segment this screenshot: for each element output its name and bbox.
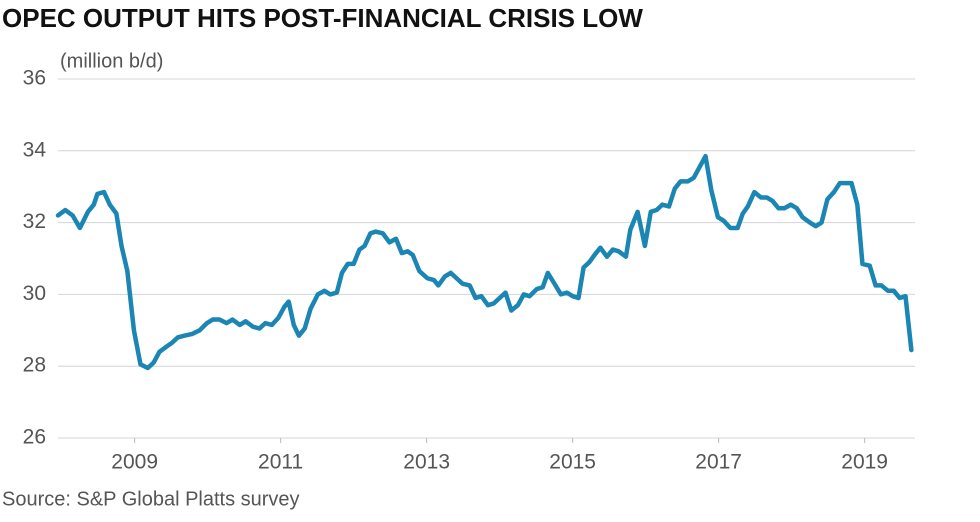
y-axis-label: (million b/d) [60, 50, 163, 72]
x-tick-label: 2013 [403, 451, 450, 474]
source: Source: S&P Global Platts survey [2, 488, 300, 510]
y-tick-label: 26 [23, 426, 46, 449]
chart-title: OPEC OUTPUT HITS POST-FINANCIAL CRISIS L… [2, 3, 643, 33]
y-tick-label: 36 [23, 67, 46, 90]
data-line [55, 153, 914, 371]
y-tick-label: 30 [23, 282, 46, 305]
x-tick-label: 2015 [549, 451, 596, 474]
x-tick-label: 2017 [695, 451, 742, 474]
x-tick-label: 2019 [841, 451, 888, 474]
x-tick-label: 2011 [258, 451, 303, 474]
x-tick-label: 2009 [111, 451, 158, 474]
y-tick-label: 28 [23, 354, 46, 377]
y-tick-label: 32 [23, 210, 46, 233]
y-tick-label: 34 [23, 138, 47, 161]
